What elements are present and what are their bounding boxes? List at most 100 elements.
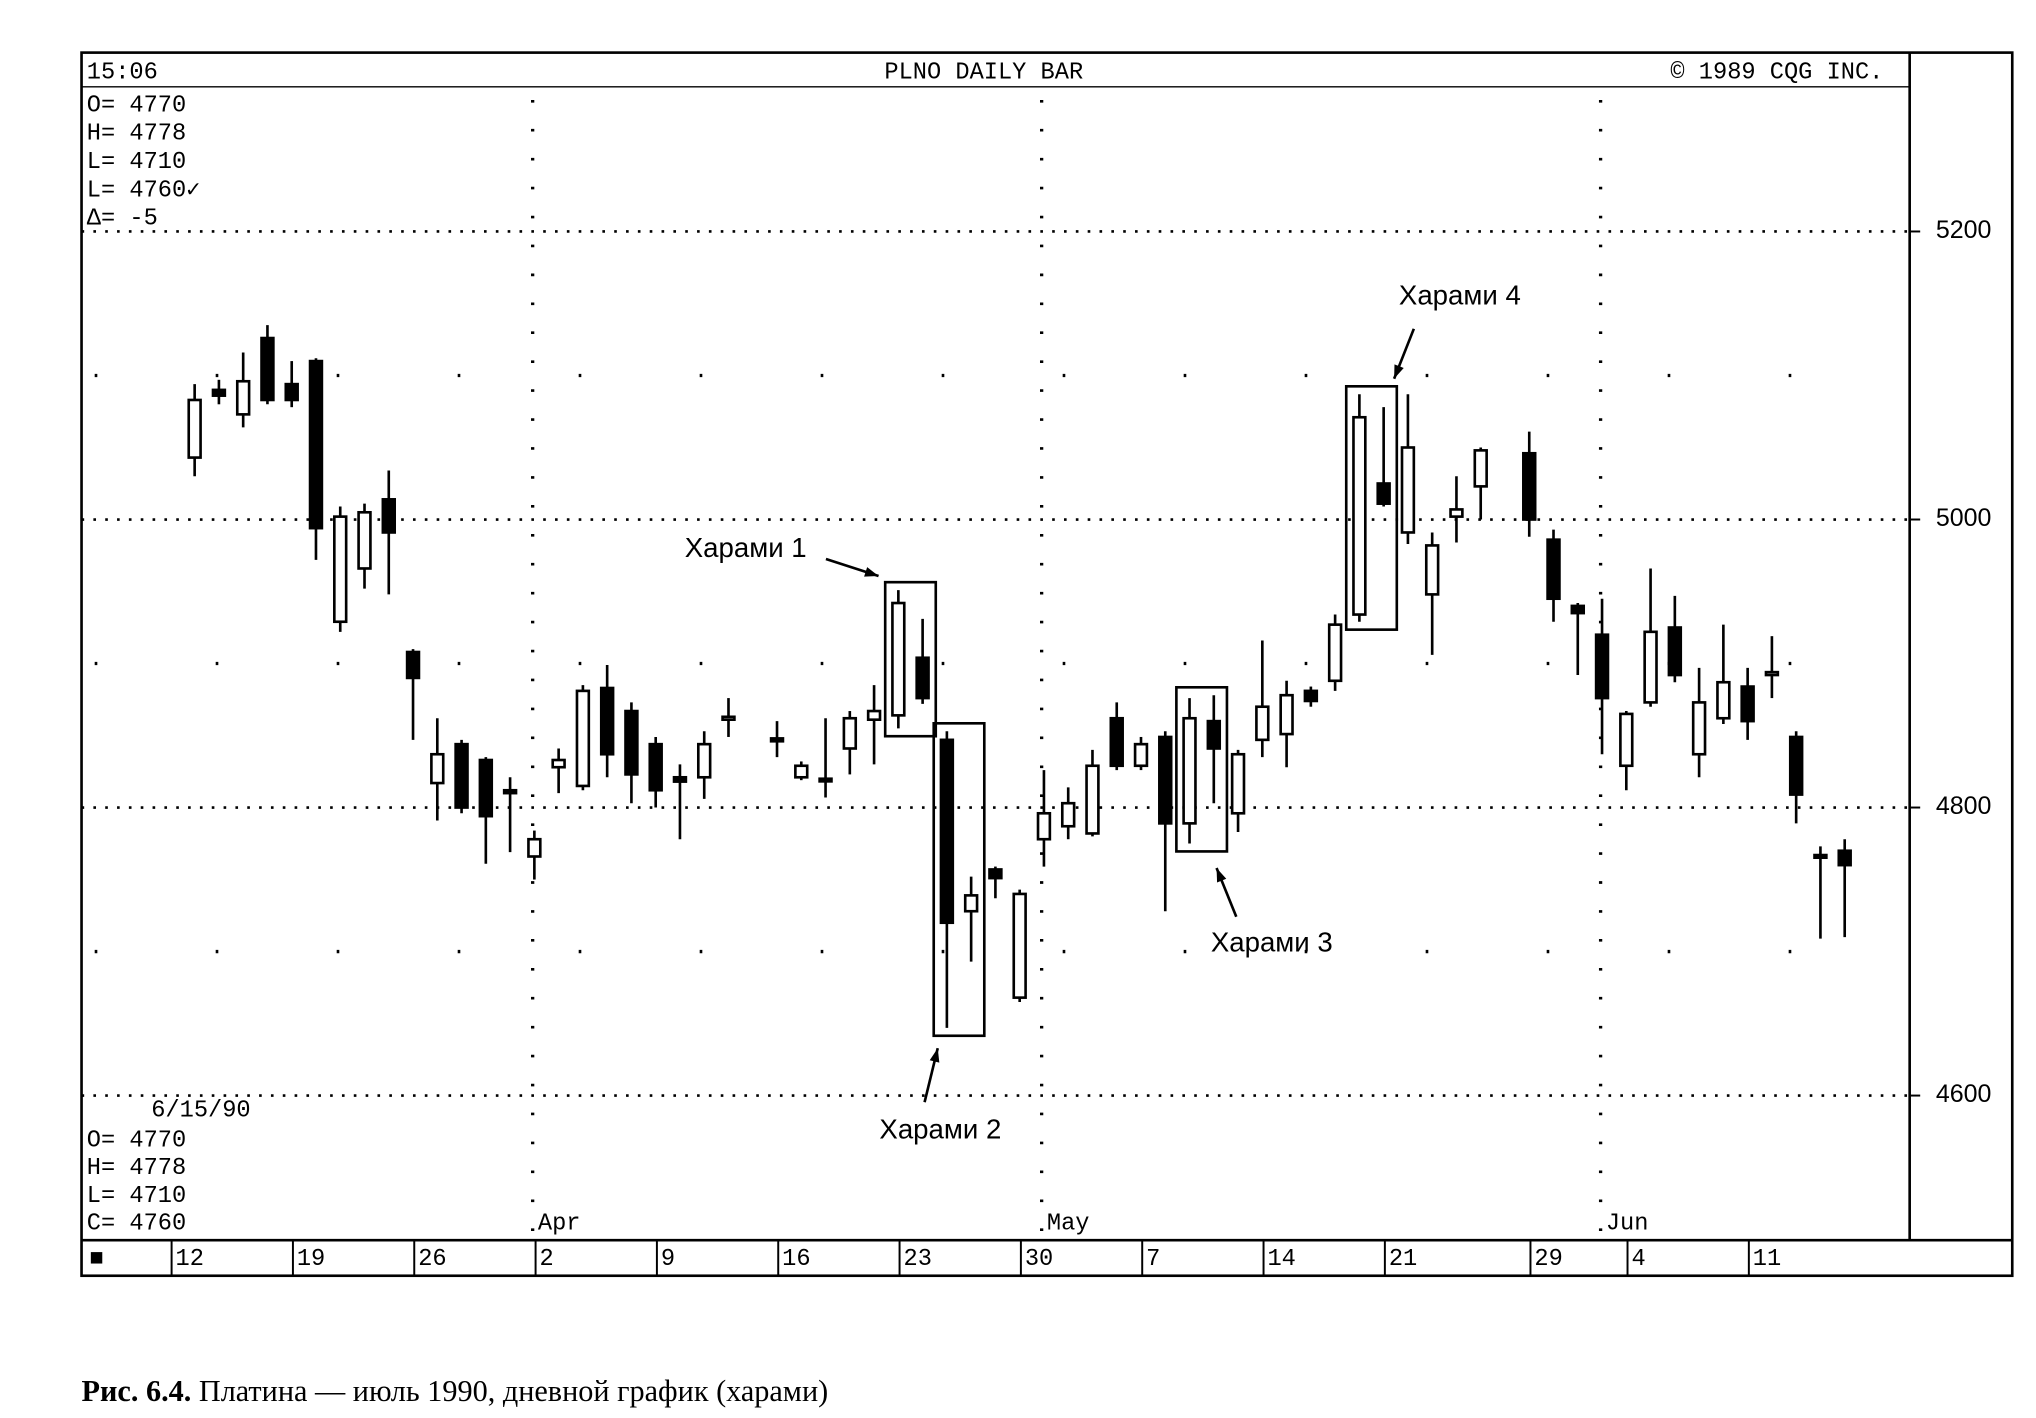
arrow-head — [929, 1048, 940, 1063]
candle-body — [891, 601, 906, 717]
caption-space — [191, 1374, 199, 1408]
harami-box — [932, 721, 986, 1038]
candle-body — [527, 837, 542, 858]
axis-marker: ■ — [89, 1246, 103, 1273]
candle-body — [696, 742, 712, 779]
readout-line: C= 4760 — [87, 1210, 186, 1237]
candle-body — [1691, 701, 1707, 756]
candle-body — [1473, 449, 1488, 488]
candle-body — [1813, 853, 1828, 860]
candle-body — [1012, 892, 1027, 999]
candle-body — [478, 758, 494, 818]
candle-body — [1109, 716, 1124, 768]
candle-body — [1352, 415, 1367, 616]
month-label: May — [1047, 1210, 1090, 1237]
candle-body — [211, 388, 227, 397]
annotation: Харами 4 — [1399, 280, 1521, 311]
readout-line: L= 4710 — [87, 1183, 186, 1210]
candle-body — [1303, 689, 1319, 703]
candle-body — [1400, 446, 1416, 534]
candle-body — [842, 716, 858, 750]
candle-body — [988, 868, 1003, 880]
candle-body — [672, 775, 688, 783]
candle-body — [915, 656, 930, 700]
y-tick-label: 5000 — [1936, 504, 1992, 532]
candle-body — [284, 382, 299, 402]
y-tick-label: 4800 — [1936, 792, 1992, 820]
readout-line: Δ= -5 — [87, 206, 158, 233]
candle-body — [624, 709, 639, 776]
readout-date: 6/15/90 — [151, 1097, 250, 1124]
candle-body — [1522, 451, 1537, 521]
annotation: Харами 1 — [685, 532, 807, 563]
clock: 15:06 — [87, 60, 158, 87]
readout-line: H= 4778 — [87, 121, 186, 148]
candle-body — [1570, 604, 1586, 615]
candle-body — [405, 650, 421, 680]
annotation: Харами 3 — [1211, 927, 1333, 958]
annotation: Харами 2 — [879, 1113, 1001, 1144]
readout-line: O= 4770 — [87, 1128, 186, 1155]
candle-body — [1667, 626, 1683, 677]
candle-body — [1060, 801, 1076, 828]
candle-body — [599, 686, 615, 756]
candle-body — [769, 737, 785, 743]
candle-body — [187, 398, 202, 459]
caption: Рис. 6.4. Платина — июль 1990, дневной г… — [82, 1374, 829, 1408]
caption-text: Платина — июль 1990, дневной график (хар… — [199, 1374, 828, 1408]
candle-body — [1206, 719, 1222, 750]
x-tick-label: 12 — [176, 1246, 204, 1273]
y-tick-label: 5200 — [1936, 216, 1992, 244]
candle-body — [235, 379, 251, 416]
harami-box — [1175, 685, 1229, 853]
candle-body — [1255, 705, 1270, 742]
candle-body — [1327, 623, 1343, 683]
frame — [80, 51, 2014, 1278]
candle-body — [1788, 735, 1804, 796]
candle-body — [1133, 742, 1149, 768]
x-tick-label: 11 — [1753, 1246, 1781, 1273]
candle-body — [357, 510, 372, 570]
candle-body — [963, 894, 979, 913]
x-tick-label: 4 — [1631, 1246, 1645, 1273]
candle-body — [1594, 633, 1610, 700]
y-tick-label: 4600 — [1936, 1080, 1992, 1108]
candle-body — [866, 709, 882, 721]
harami-box — [883, 580, 938, 738]
candle-body — [1182, 716, 1197, 825]
x-tick-label: 23 — [904, 1246, 932, 1273]
candle-body — [1837, 849, 1852, 867]
candle-body — [1449, 508, 1464, 518]
arrow-head — [1394, 364, 1404, 379]
candle-body — [308, 359, 324, 530]
readout-line: O= 4770 — [87, 92, 186, 119]
candle-body — [1230, 752, 1246, 815]
candle-body — [1546, 538, 1561, 601]
candle-body — [381, 498, 397, 534]
chart-body: 15:06 PLNO DAILY BAR © 1989 CQG INC. O= 477… — [80, 51, 2014, 1408]
candle-body — [721, 715, 736, 721]
candle-body — [1619, 712, 1634, 768]
x-tick-label: 21 — [1389, 1246, 1417, 1273]
candle-body — [1764, 670, 1780, 677]
candle-body — [502, 788, 518, 795]
caption-label: Рис. 6.4. — [82, 1374, 192, 1408]
candle-body — [575, 689, 591, 788]
candle-body — [1740, 685, 1755, 723]
x-tick-label: 26 — [418, 1246, 446, 1273]
candle-body — [1036, 811, 1052, 841]
copyright: © 1989 CQG INC. — [1670, 60, 1883, 87]
candle-body — [1716, 680, 1731, 720]
x-tick-label: 2 — [540, 1246, 554, 1273]
month-label: Apr — [538, 1210, 581, 1237]
candle-body — [1279, 693, 1294, 736]
candle-body — [939, 738, 955, 925]
candle-body — [1643, 630, 1658, 704]
candle-body — [1085, 764, 1100, 835]
x-tick-label: 29 — [1534, 1246, 1562, 1273]
candle-body — [551, 758, 566, 769]
candle-body — [818, 777, 833, 783]
arrow-head — [1216, 868, 1227, 883]
